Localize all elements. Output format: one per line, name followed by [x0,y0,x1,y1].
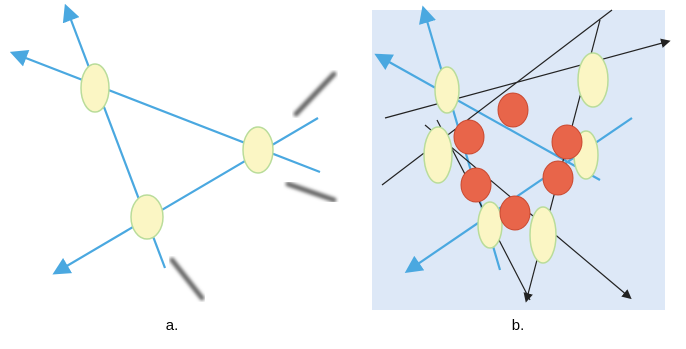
ellipse [131,195,163,239]
circle [454,120,484,154]
ellipse [578,53,608,107]
ray [60,118,318,270]
circle [461,168,491,202]
panel-label: a. [166,317,179,334]
circle [543,161,573,195]
ellipse [435,67,459,113]
ray [18,55,320,172]
figure: a. b. [0,0,686,349]
ellipse [530,207,556,263]
sensor [172,260,202,298]
sensor [296,74,334,114]
panel-b [372,10,666,310]
panel-label: b. [512,317,525,334]
ellipse [243,127,273,173]
circle [498,93,528,127]
ellipse [81,64,109,112]
ellipse [478,202,502,248]
circle [552,125,582,159]
ellipse [424,127,452,183]
panel-a [18,12,334,298]
sensor [288,184,334,200]
circle [500,196,530,230]
